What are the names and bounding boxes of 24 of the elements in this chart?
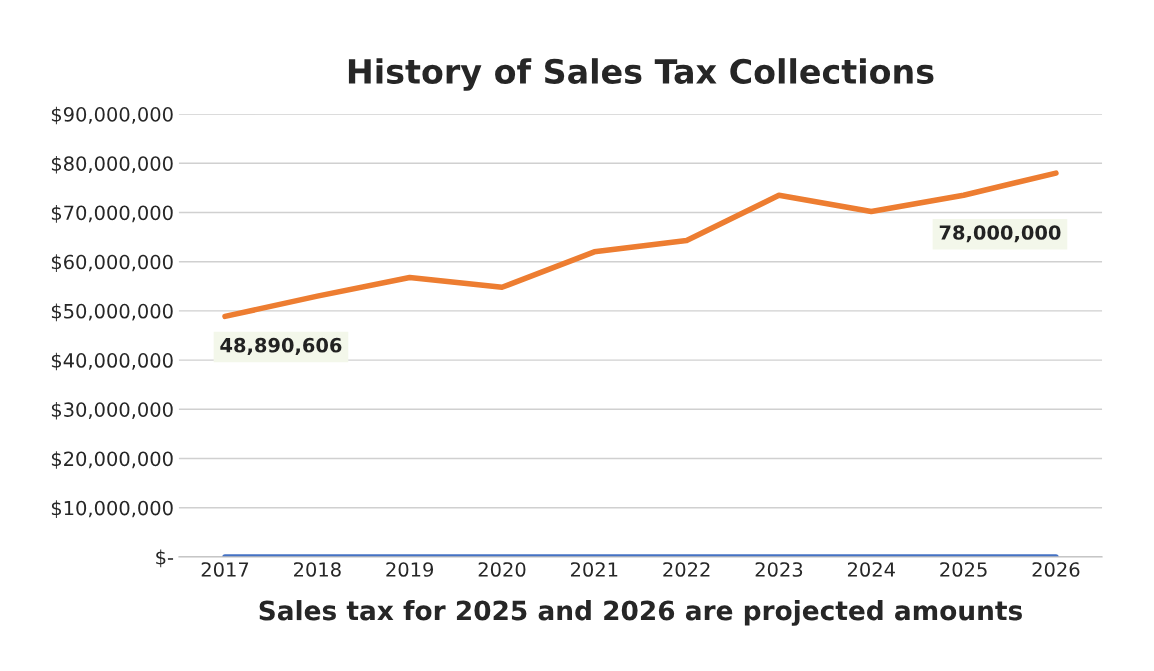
x-tick-label: 2023 [755,562,803,577]
y-tick-label: $- [156,549,174,568]
y-tick-label: $30,000,000 [51,401,173,420]
y-tick-label: $10,000,000 [51,500,173,518]
x-tick-label: 2025 [940,562,987,577]
x-tick-label: 2022 [663,562,710,577]
x-tick-label: 2018 [294,562,341,577]
chart-title: History of Sales Tax Collections [348,58,934,91]
y-tick-label: $80,000,000 [51,155,173,174]
x-axis-title: Sales tax for 2025 and 2026 are projected amounts [259,600,1022,626]
y-tick-label: $40,000,000 [51,352,173,371]
x-tick-label: 2024 [847,562,895,577]
y-tick-label: $20,000,000 [51,451,173,469]
data-label: 48,890,606 [220,337,342,356]
y-tick-label: $70,000,000 [51,205,173,223]
x-tick-label: 2020 [478,562,526,577]
x-tick-label: 2026 [1032,562,1080,577]
y-tick-label: $60,000,000 [51,254,173,272]
x-tick-label: 2019 [386,562,434,577]
data-label: 78,000,000 [939,225,1061,243]
x-tick-label: 2017 [201,562,249,577]
y-tick-label: $90,000,000 [51,106,173,125]
x-tick-label: 2021 [570,562,618,577]
y-tick-label: $50,000,000 [51,303,173,322]
